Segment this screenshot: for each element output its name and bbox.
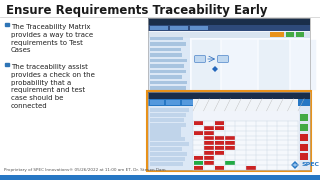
Bar	[150, 42, 183, 46]
Bar	[190, 26, 208, 30]
Bar	[150, 75, 180, 78]
Bar	[300, 144, 308, 151]
Bar	[300, 153, 308, 160]
Bar	[148, 92, 310, 99]
Bar	[214, 146, 224, 150]
Bar	[148, 92, 310, 170]
Bar	[204, 126, 213, 130]
Bar	[147, 91, 311, 171]
Polygon shape	[293, 163, 297, 167]
Bar	[193, 121, 298, 170]
FancyBboxPatch shape	[218, 56, 228, 62]
Bar	[190, 38, 310, 92]
Bar	[166, 100, 180, 105]
Bar	[148, 18, 310, 25]
Bar	[259, 40, 289, 90]
Text: Proprietary of SPEC Innovations® 05/26/2022 at 11:00 am ET, Dr. Steven Dam: Proprietary of SPEC Innovations® 05/26/2…	[4, 168, 166, 172]
Bar	[225, 141, 235, 145]
Bar	[150, 123, 191, 127]
Bar	[270, 32, 284, 37]
Bar	[150, 113, 187, 117]
Bar	[150, 100, 164, 105]
Bar	[148, 18, 310, 92]
Bar	[150, 64, 179, 68]
Bar	[150, 142, 182, 146]
Bar	[194, 121, 203, 125]
Bar	[148, 92, 310, 170]
Bar	[150, 37, 182, 40]
Bar	[150, 108, 189, 112]
Bar	[225, 161, 235, 165]
Bar	[150, 127, 189, 132]
Bar	[194, 166, 203, 170]
Bar	[214, 121, 224, 125]
Bar	[150, 157, 191, 161]
Bar	[214, 126, 224, 130]
Bar	[170, 26, 188, 30]
Bar	[5, 22, 9, 26]
Bar	[5, 62, 9, 66]
Bar	[204, 161, 213, 165]
Bar	[150, 69, 186, 73]
Bar	[150, 86, 182, 89]
Text: Ensure Requirements Traceability Early: Ensure Requirements Traceability Early	[6, 4, 268, 17]
Bar	[214, 166, 224, 170]
Text: The Traceability Matrix
provides a way to trace
requirements to Test
Cases: The Traceability Matrix provides a way t…	[11, 24, 93, 53]
FancyBboxPatch shape	[195, 56, 205, 62]
Bar	[225, 136, 235, 140]
Bar	[150, 162, 191, 166]
Bar	[148, 99, 310, 106]
Bar	[204, 146, 213, 150]
Bar	[212, 100, 226, 105]
Bar	[150, 147, 189, 151]
Bar	[150, 26, 168, 30]
Bar	[225, 146, 235, 150]
Bar	[150, 118, 184, 122]
Bar	[214, 136, 224, 140]
Bar	[150, 152, 185, 156]
Bar	[300, 114, 308, 121]
Bar	[194, 131, 203, 135]
Bar	[228, 100, 242, 105]
Bar	[286, 32, 294, 37]
Bar	[296, 32, 304, 37]
Bar	[150, 132, 182, 137]
Bar	[300, 134, 308, 141]
Bar	[198, 100, 210, 105]
Bar	[182, 100, 196, 105]
Bar	[204, 156, 213, 160]
Polygon shape	[212, 66, 218, 72]
Bar	[0, 175, 320, 180]
Bar	[194, 161, 203, 165]
Bar	[246, 166, 255, 170]
Bar	[204, 151, 213, 155]
Text: The traceability assist
provides a check on the
probability that a
requirement a: The traceability assist provides a check…	[11, 64, 95, 109]
Bar	[214, 151, 224, 155]
Bar	[194, 156, 203, 160]
Bar	[299, 106, 310, 170]
Bar	[204, 131, 213, 135]
Polygon shape	[291, 161, 299, 169]
Bar	[222, 40, 257, 90]
Bar	[150, 48, 181, 51]
Bar	[150, 80, 185, 84]
Bar	[192, 40, 220, 90]
Bar	[148, 38, 190, 92]
Bar	[148, 18, 310, 92]
Bar	[214, 141, 224, 145]
Text: SPEC: SPEC	[301, 163, 319, 168]
Bar	[300, 124, 308, 131]
Bar	[291, 40, 316, 90]
Bar	[150, 58, 185, 62]
Bar	[148, 32, 310, 38]
Bar	[193, 99, 298, 111]
Bar	[150, 137, 192, 141]
Bar	[204, 136, 213, 140]
Bar	[148, 25, 310, 31]
Bar	[150, 53, 180, 57]
Bar	[148, 106, 193, 170]
Bar	[204, 141, 213, 145]
